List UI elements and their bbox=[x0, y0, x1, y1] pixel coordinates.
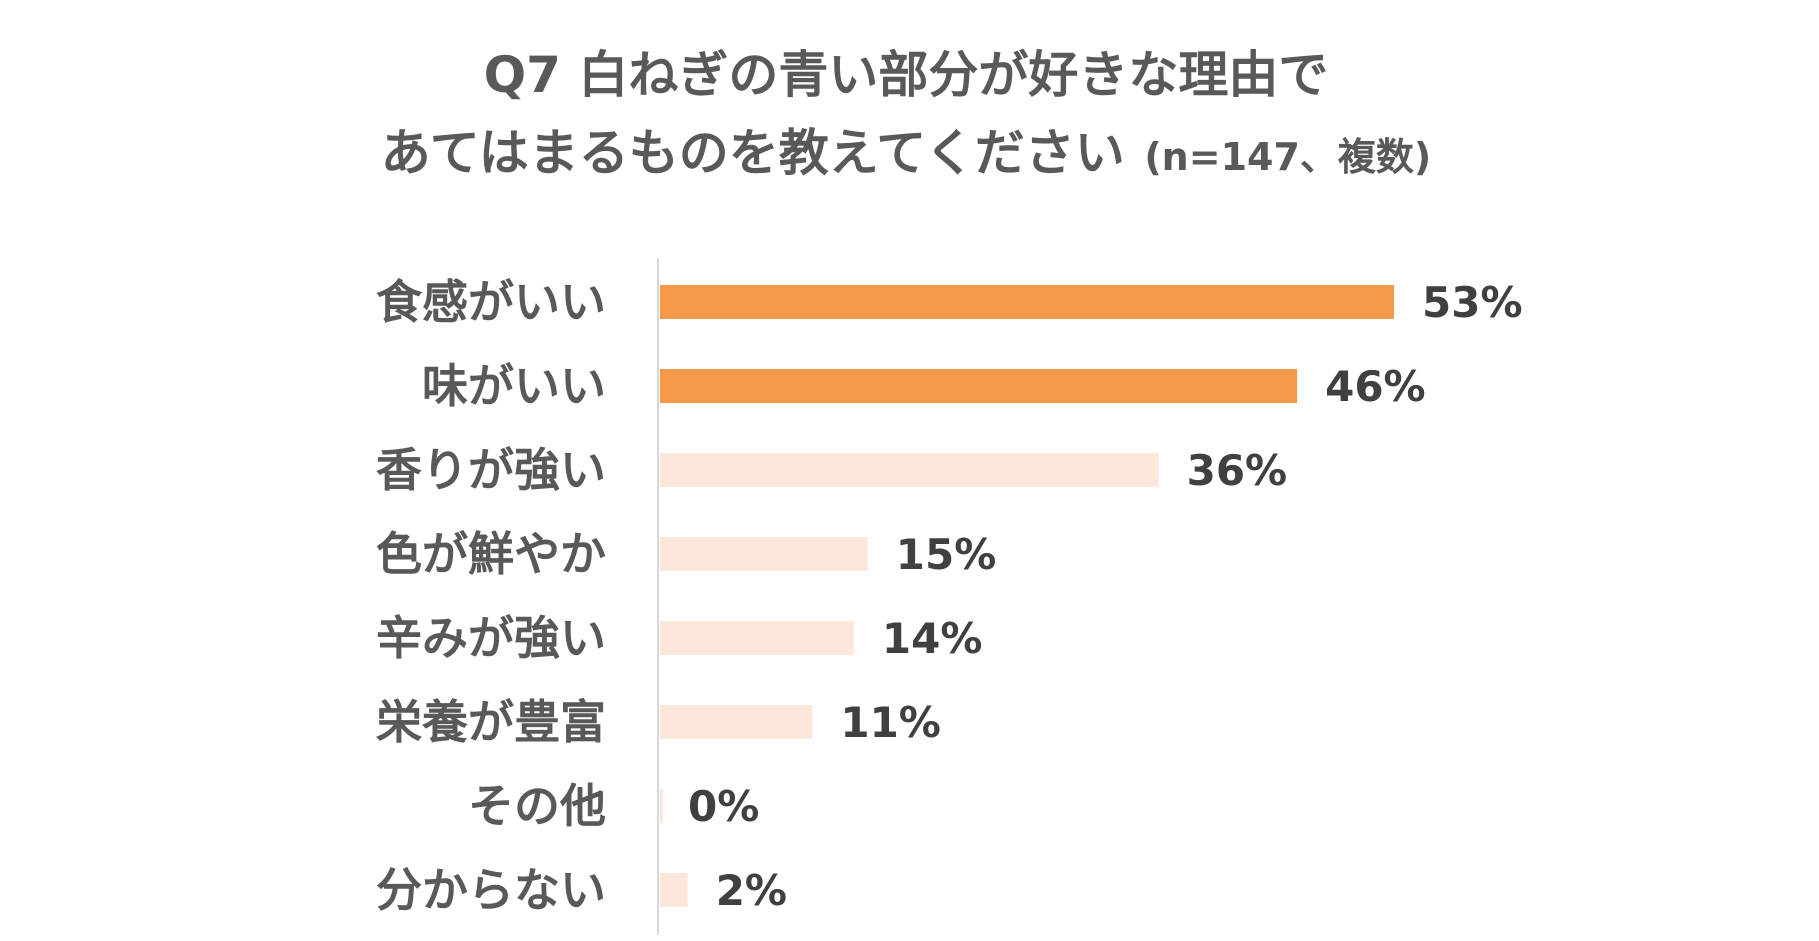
data-label: 36% bbox=[1187, 446, 1288, 495]
chart-title-line2-main: あてはまるものを教えてください bbox=[381, 124, 1125, 182]
bar bbox=[660, 873, 688, 907]
category-label: その他 bbox=[468, 779, 606, 833]
category-label: 分からない bbox=[376, 863, 606, 917]
category-label: 香りが強い bbox=[376, 443, 606, 497]
data-label: 11% bbox=[840, 698, 941, 747]
bar bbox=[660, 369, 1298, 403]
category-label: 栄養が豊富 bbox=[376, 695, 606, 749]
chart-title: Q7 白ねぎの青い部分が好きな理由で あてはまるものを教えてください (n=14… bbox=[381, 46, 1432, 182]
plot-area: 食感がいい 53% 味がいい 46% 香りが強い 36% 色が鮮やか 15% 辛みが強い 14% 栄… bbox=[376, 258, 1523, 935]
data-label: 53% bbox=[1422, 278, 1523, 327]
chart-title-line1: Q7 白ねぎの青い部分が好きな理由で bbox=[484, 46, 1329, 104]
data-label: 46% bbox=[1325, 362, 1426, 411]
data-label: 0% bbox=[688, 782, 759, 831]
bar bbox=[660, 705, 813, 739]
chart-title-line2: あてはまるものを教えてください (n=147、複数) bbox=[381, 124, 1432, 182]
category-label: 色が鮮やか bbox=[376, 527, 606, 581]
bar bbox=[660, 789, 663, 823]
category-label: 食感がいい bbox=[376, 275, 606, 329]
bar bbox=[660, 621, 854, 655]
data-label: 2% bbox=[716, 866, 787, 915]
bar bbox=[660, 285, 1395, 319]
category-label: 味がいい bbox=[422, 359, 606, 413]
data-label: 15% bbox=[896, 530, 997, 579]
bar bbox=[660, 453, 1159, 487]
data-label: 14% bbox=[882, 614, 983, 663]
bar bbox=[660, 537, 868, 571]
category-label: 辛みが強い bbox=[376, 611, 606, 665]
chart-title-sample-note: (n=147、複数) bbox=[1144, 135, 1431, 179]
